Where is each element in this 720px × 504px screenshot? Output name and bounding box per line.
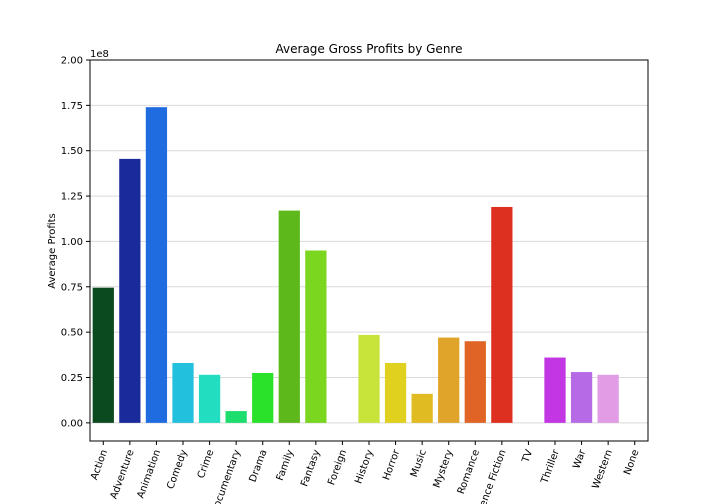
bar-crime [198, 374, 221, 423]
y-tick-label: 0.00 [61, 418, 83, 429]
bar-adventure [119, 158, 141, 423]
bar-action [92, 287, 114, 423]
x-tick-label: TV [520, 448, 535, 465]
bar-war [570, 372, 593, 423]
bar-thriller [544, 357, 566, 423]
y-tick-label: 1.00 [61, 237, 83, 248]
bars [92, 107, 619, 423]
bar-history [358, 334, 380, 423]
bar-comedy [172, 362, 194, 423]
bar-romance [464, 341, 486, 423]
y-tick-label: 1.50 [61, 146, 83, 157]
bar-fantasy [305, 250, 327, 423]
y-tick-label: 0.25 [61, 373, 83, 384]
bar-science-fiction [491, 206, 513, 423]
bar-family [278, 210, 300, 423]
bar-music [411, 393, 433, 423]
y-axis-label: Average Profits [47, 213, 58, 289]
bar-animation [145, 107, 168, 423]
y-tick-label: 1.25 [61, 192, 83, 203]
bar-documentary [225, 411, 247, 423]
y-tick-label: 0.75 [61, 282, 83, 293]
chart-title: Average Gross Profits by Genre [276, 42, 463, 56]
bar-mystery [438, 337, 460, 423]
bar-drama [252, 372, 274, 423]
y-axis-scale-label: 1e8 [90, 49, 109, 60]
bar-horror [384, 362, 407, 423]
y-tick-label: 0.50 [61, 328, 83, 339]
y-tick-label: 2.00 [61, 56, 83, 67]
y-tick-label: 1.75 [61, 101, 83, 112]
bar-western [597, 374, 619, 423]
y-axis-ticks: 0.00 0.25 0.50 0.75 1.00 1.25 1.50 1.75 2.00 [61, 56, 90, 429]
